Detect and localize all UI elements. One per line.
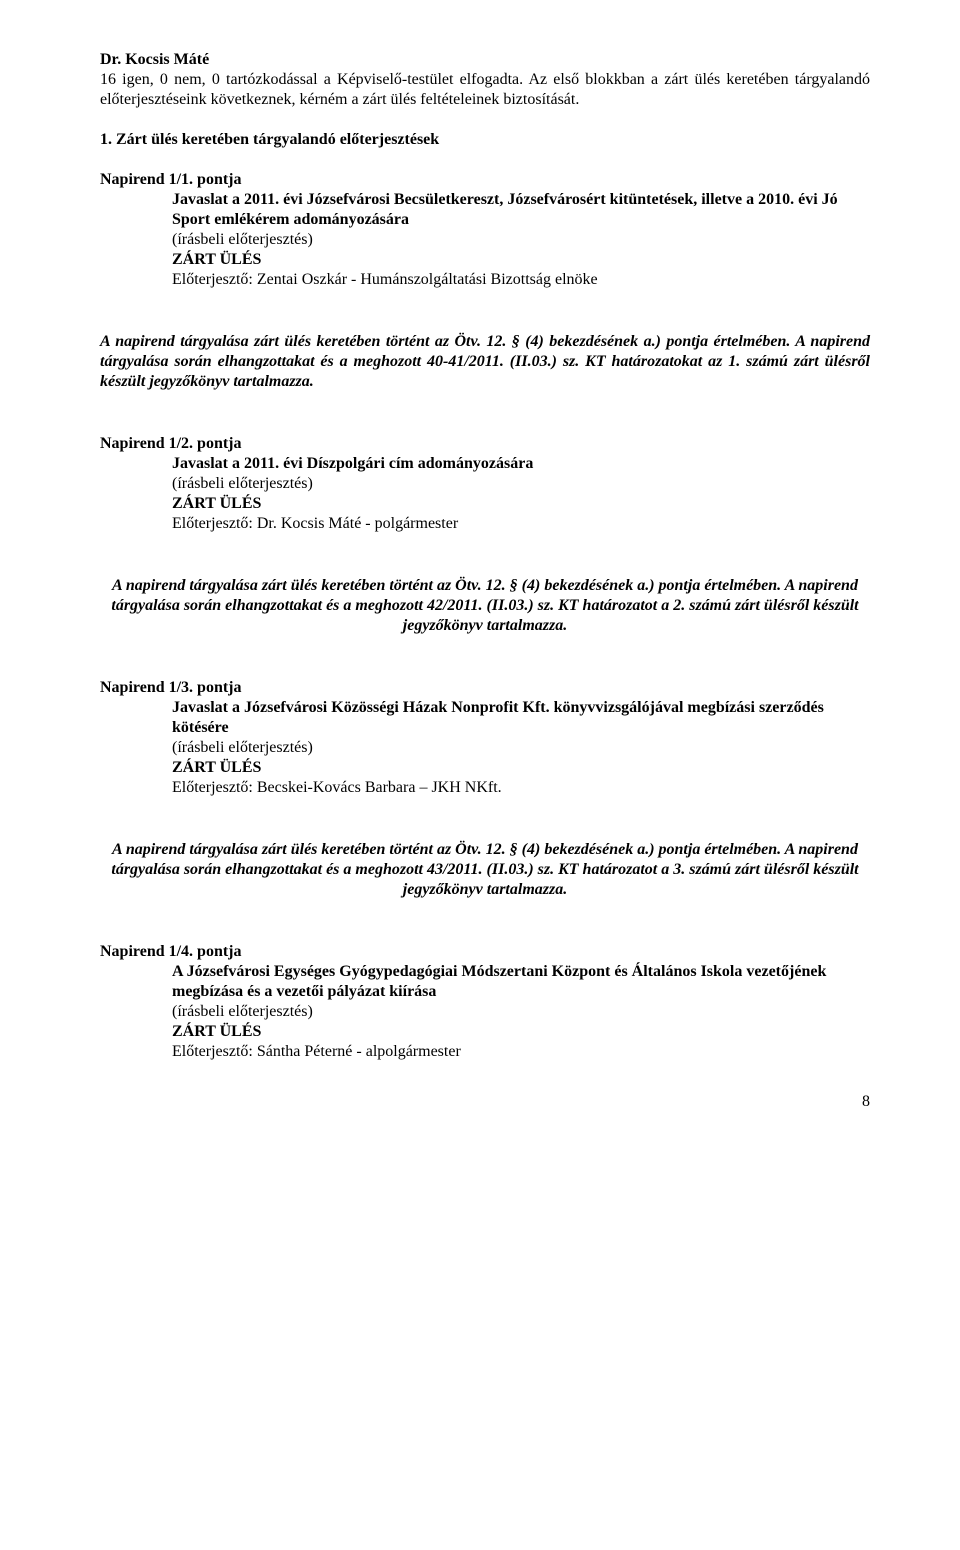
napirend-1-2-presenter: Előterjesztő: Dr. Kocsis Máté - polgárme… — [172, 514, 870, 534]
napirend-1-2-label: Napirend 1/2. pontja — [100, 434, 870, 454]
napirend-1-4-presenter: Előterjesztő: Sántha Péterné - alpolgárm… — [172, 1042, 870, 1062]
page-number: 8 — [100, 1092, 870, 1112]
napirend-1-3-presenter: Előterjesztő: Becskei-Kovács Barbara – J… — [172, 778, 870, 798]
napirend-1-4-label: Napirend 1/4. pontja — [100, 942, 870, 962]
intro-paragraph: 16 igen, 0 nem, 0 tartózkodással a Képvi… — [100, 70, 870, 110]
napirend-1-1-title: Javaslat a 2011. évi Józsefvárosi Becsül… — [172, 190, 870, 230]
napirend-1-4-written: (írásbeli előterjesztés) — [172, 1002, 870, 1022]
napirend-1-3-summary: A napirend tárgyalása zárt ülés keretébe… — [100, 840, 870, 900]
napirend-1-2-title: Javaslat a 2011. évi Díszpolgári cím ado… — [172, 454, 870, 474]
napirend-1-1-presenter: Előterjesztő: Zentai Oszkár - Humánszolg… — [172, 270, 870, 290]
napirend-1-3-label: Napirend 1/3. pontja — [100, 678, 870, 698]
napirend-1-4-zart: ZÁRT ÜLÉS — [172, 1022, 332, 1042]
napirend-1-2-zart: ZÁRT ÜLÉS — [172, 494, 332, 514]
napirend-1-2-written: (írásbeli előterjesztés) — [172, 474, 870, 494]
napirend-1-3-written: (írásbeli előterjesztés) — [172, 738, 870, 758]
speaker-name: Dr. Kocsis Máté — [100, 50, 870, 70]
section-1-heading: 1. Zárt ülés keretében tárgyalandó előte… — [100, 130, 870, 150]
napirend-1-1-zart: ZÁRT ÜLÉS — [172, 250, 332, 270]
napirend-1-1-summary: A napirend tárgyalása zárt ülés keretébe… — [100, 332, 870, 392]
napirend-1-3-zart: ZÁRT ÜLÉS — [172, 758, 332, 778]
napirend-1-4-title: A Józsefvárosi Egységes Gyógypedagógiai … — [172, 962, 870, 1002]
napirend-1-1-written: (írásbeli előterjesztés) — [172, 230, 870, 250]
napirend-1-3-title: Javaslat a Józsefvárosi Közösségi Házak … — [172, 698, 870, 738]
napirend-1-1-label: Napirend 1/1. pontja — [100, 170, 870, 190]
napirend-1-2-summary: A napirend tárgyalása zárt ülés keretébe… — [100, 576, 870, 636]
